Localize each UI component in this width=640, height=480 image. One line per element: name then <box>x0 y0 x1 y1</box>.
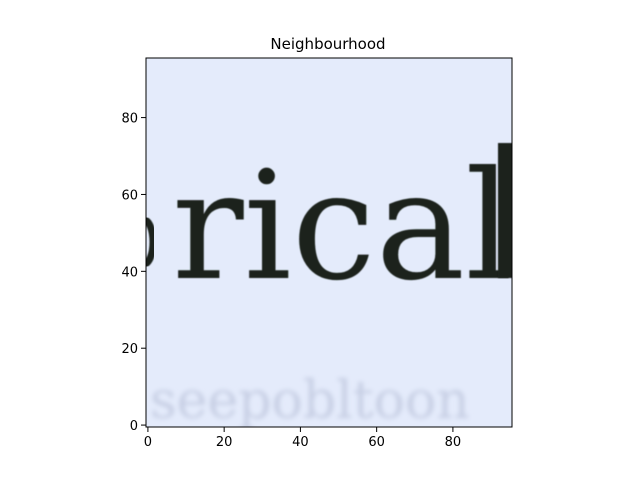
x-tick-label: 20 <box>216 435 233 450</box>
y-axis: 0 20 40 60 80 <box>121 112 146 434</box>
y-tick-label: 20 <box>121 342 138 357</box>
x-tick-label: 0 <box>144 435 152 450</box>
chart-title: Neighbourhood <box>270 35 385 53</box>
y-tick-label: 80 <box>121 112 138 127</box>
image-main-text: rical <box>172 140 513 314</box>
x-tick-label: 60 <box>368 435 385 450</box>
image-area: seepobltoon rical <box>146 58 513 431</box>
image-frame <box>145 57 513 428</box>
x-tick-label: 40 <box>292 435 309 450</box>
x-tick-label: 80 <box>445 435 462 450</box>
y-tick-label: 60 <box>121 188 138 203</box>
y-tick-label: 0 <box>130 419 138 434</box>
bleed-through-text: seepobltoon <box>150 371 470 431</box>
image-background <box>146 58 512 427</box>
x-axis: 0 20 40 60 80 <box>144 427 461 450</box>
partial-glyph-right <box>498 143 512 278</box>
partial-glyph-left <box>146 216 157 268</box>
y-tick-label: 40 <box>121 265 138 280</box>
